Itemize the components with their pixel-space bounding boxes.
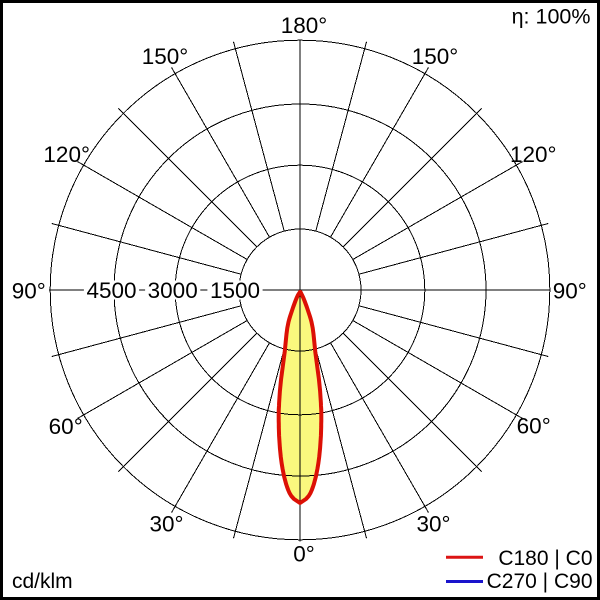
svg-text:3000: 3000 xyxy=(148,278,198,303)
svg-text:90°: 90° xyxy=(553,279,587,304)
svg-text:30°: 30° xyxy=(149,512,183,537)
svg-text:cd/klm: cd/klm xyxy=(12,570,73,593)
svg-text:1500: 1500 xyxy=(210,278,260,303)
svg-text:150°: 150° xyxy=(142,44,189,69)
svg-text:0°: 0° xyxy=(293,542,315,567)
svg-text:C180 | C0: C180 | C0 xyxy=(498,547,592,570)
svg-text:90°: 90° xyxy=(12,279,46,304)
svg-text:η: 100%: η: 100% xyxy=(512,5,591,29)
svg-text:180°: 180° xyxy=(281,13,328,38)
svg-text:C270 | C90: C270 | C90 xyxy=(487,570,593,593)
svg-text:120°: 120° xyxy=(43,142,90,167)
svg-text:30°: 30° xyxy=(416,512,450,537)
svg-text:4500: 4500 xyxy=(86,278,136,303)
svg-text:150°: 150° xyxy=(412,44,459,69)
svg-text:60°: 60° xyxy=(49,414,83,439)
svg-text:60°: 60° xyxy=(517,413,551,438)
svg-text:120°: 120° xyxy=(510,142,557,167)
